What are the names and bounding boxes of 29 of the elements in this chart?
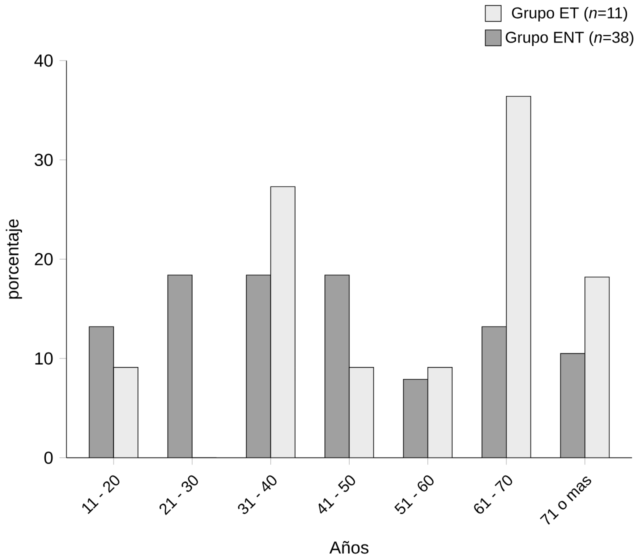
x-tick-label: 71 o mas [540, 476, 592, 525]
x-tick-label: 31 - 40 [238, 476, 276, 514]
y-tick-label: 40 [34, 54, 53, 67]
x-tick-label: 11 - 20 [82, 476, 120, 514]
y-tick-label: 10 [35, 352, 53, 365]
x-tick-label: 21 - 30 [160, 476, 198, 516]
bar [324, 275, 350, 458]
x-axis-title: Años [329, 541, 368, 554]
legend-label: Grupo ENT (n=38) [506, 32, 634, 46]
bar [560, 353, 586, 458]
bar [428, 368, 452, 458]
y-tick-label: 0 [44, 452, 53, 464]
bar [246, 275, 271, 458]
y-tick-label: 20 [34, 253, 53, 266]
bar [403, 380, 428, 458]
bar [506, 96, 531, 458]
bar [482, 326, 506, 458]
legend-label: Grupo ET (n=11) [512, 7, 628, 22]
x-tick-label: 41 - 50 [318, 476, 356, 514]
bar [584, 276, 610, 458]
bar [270, 186, 296, 458]
x-tick-label: 51 - 60 [394, 476, 434, 514]
y-axis-title: porcentaje [6, 220, 22, 299]
x-tick-label: 61 - 70 [474, 476, 512, 514]
bar [349, 368, 374, 458]
bar [168, 275, 192, 458]
bar [89, 326, 114, 458]
y-tick-label: 30 [34, 154, 53, 166]
bar [114, 368, 138, 458]
